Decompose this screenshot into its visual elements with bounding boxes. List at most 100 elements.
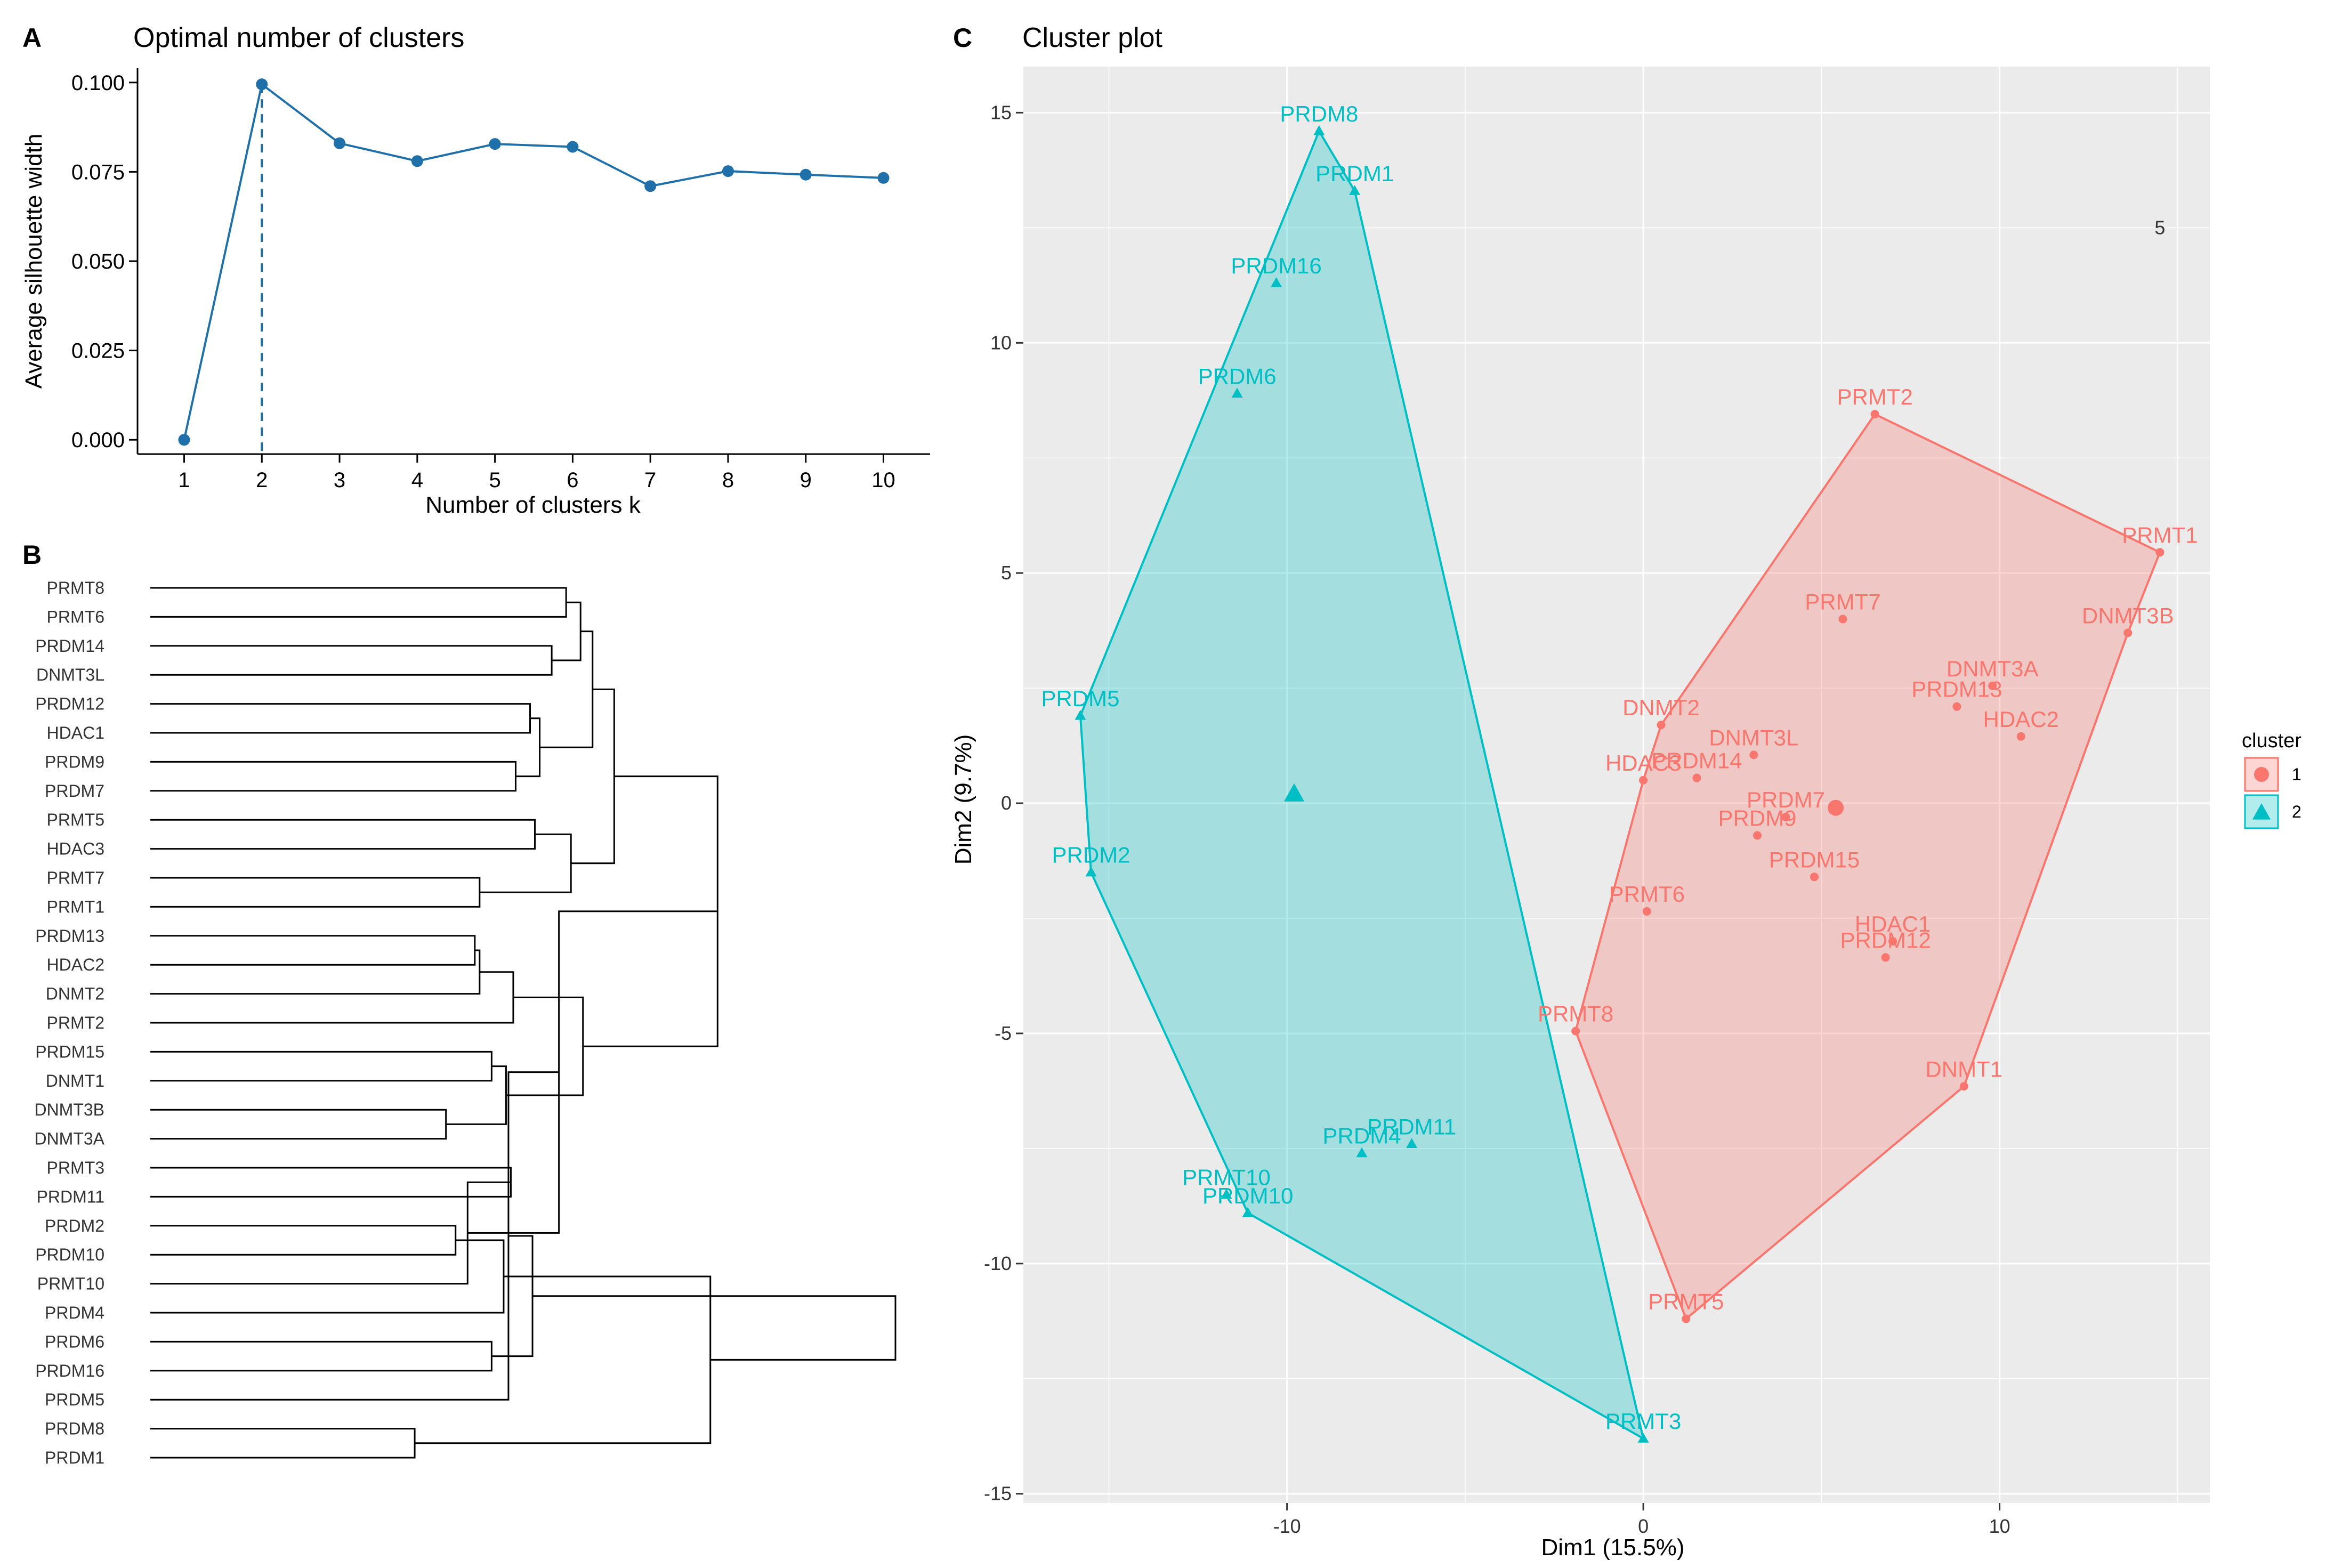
cluster-1-point-label: PRMT5 [1648, 1289, 1724, 1314]
cluster-1-point [1692, 773, 1701, 782]
cluster-2-point [1349, 185, 1361, 195]
dendrogram-branch [150, 761, 516, 792]
panel-a-x-tick-label: 7 [644, 468, 656, 492]
panel-a-x-tick-label: 2 [256, 468, 268, 492]
dendrogram-branch [415, 1275, 712, 1444]
dendrogram-leaf-label: DNMT3L [36, 665, 104, 684]
cluster-1-centroid [1828, 799, 1844, 816]
panel-c-y-tick-label: -5 [995, 1022, 1012, 1044]
dendrogram-leaf-label: PRMT7 [47, 868, 104, 887]
dendrogram-branch [150, 877, 481, 908]
panel-a-y-tick-label: 0.025 [71, 340, 125, 363]
dendrogram-leaf-label: PRDM9 [45, 752, 104, 771]
panel-a-x-tick-label: 10 [871, 468, 895, 492]
panel-a-data-point [256, 78, 268, 91]
cluster-2-point-label: PRDM11 [1367, 1114, 1456, 1139]
dendrogram-leaf-label: PRDM10 [35, 1245, 104, 1264]
panel-a-x-ticks: 1 2 3 4 5 6 7 8 9 10 [178, 454, 895, 492]
panel-c-y-axis-title: Dim2 (9.7%) [950, 734, 976, 865]
cluster-1-point-label: PRMT2 [1837, 384, 1912, 409]
dendrogram-branch [506, 996, 584, 1096]
cluster-1-point [1810, 872, 1819, 882]
panel-c: C Cluster plot PRMT2 PRMT1 PRMT7 DNMT3B DNMT… [950, 22, 2301, 1561]
dendrogram-leaf-label: HDAC3 [47, 839, 104, 859]
dendrogram-branch [150, 1340, 492, 1372]
dendrogram-leaf-label: PRDM13 [35, 926, 104, 945]
panel-c-y-ticks: -15 -10 -5 0 5 10 15 [984, 101, 1023, 1505]
cluster-1-point-label: DNMT3L [1709, 725, 1798, 750]
panel-c-legend: cluster 12 [2242, 730, 2301, 829]
panel-a-axes [136, 68, 930, 455]
cluster-1-point [1657, 721, 1666, 730]
panel-a-series-line [178, 78, 890, 454]
dendrogram-leaf-label: PRDM2 [45, 1216, 104, 1235]
dendrogram-branch [150, 1239, 505, 1314]
legend-entries: 12 [2244, 757, 2301, 829]
panel-c-cluster-hulls [1079, 130, 2161, 1440]
cluster-1-point [1870, 410, 1879, 419]
panel-a-data-point [567, 141, 579, 153]
cluster-1-point [2155, 548, 2165, 557]
panel-a-data-point [644, 180, 657, 192]
dendrogram-branch [515, 717, 541, 778]
cluster-1-point [1642, 907, 1651, 916]
cluster-2-point-label: PRDM1 [1315, 161, 1394, 186]
panel-c-y-tick-label: 5 [1001, 562, 1012, 584]
cluster-2-point [1085, 866, 1097, 877]
dendrogram-leaf-label: PRDM16 [35, 1361, 104, 1380]
cluster-1-point-label: PRDM15 [1769, 847, 1860, 872]
dendrogram-leaf-label: PRMT1 [47, 897, 104, 916]
cluster-2-point [1075, 709, 1086, 720]
panel-a-silhouette-line [183, 82, 884, 440]
panel-a-x-tick-label: 4 [411, 468, 423, 492]
panel-a-x-tick-label: 6 [567, 468, 578, 492]
dendrogram-branch [539, 631, 594, 748]
cluster-2-point-label: PRDM8 [1280, 101, 1358, 126]
panel-a-data-point [877, 172, 890, 184]
dendrogram-branch [532, 1295, 897, 1361]
panel-b: B PRMT8 PRMT6 PRDM14 DNMT3L PRDM12 HDAC1 PRDM9… [22, 540, 897, 1467]
dendrogram-branch [150, 1071, 559, 1401]
dendrogram-leaf-label: HDAC1 [47, 723, 104, 742]
panel-a-data-point [799, 168, 812, 181]
panel-c-y-tick-label: -15 [984, 1483, 1012, 1505]
panel-c-letter: C [953, 23, 972, 53]
cluster-1-point-label: DNMT1 [1925, 1056, 2002, 1081]
cluster-2-point-label: PRDM16 [1231, 253, 1321, 278]
cluster-2-point-label: PRDM4 [1323, 1124, 1401, 1149]
dendrogram-leaf-label: PRDM11 [37, 1187, 104, 1206]
dendrogram-branch [150, 1428, 416, 1459]
panel-a-x-axis-title: Number of clusters k [425, 492, 641, 518]
dendrogram-branch [150, 703, 531, 734]
panel-a-data-point [489, 138, 501, 150]
legend-key-triangle-icon [2252, 803, 2271, 820]
dendrogram-leaf-label: PRDM12 [35, 694, 104, 714]
panel-c-centroids [1284, 783, 1844, 816]
dendrogram-leaf-label: PRDM15 [35, 1042, 104, 1061]
legend-entry-label: 2 [2292, 802, 2301, 821]
cluster-1-point-label: PRMT8 [1538, 1001, 1613, 1027]
panel-c-x-tick-label: 10 [1989, 1515, 2010, 1537]
cluster-1-point [1881, 953, 1890, 962]
cluster-2-point-label: PRDM6 [1198, 363, 1277, 389]
cluster-1-point [1952, 702, 1961, 711]
cluster-2-point-label: PRMT3 [1605, 1409, 1681, 1434]
dendrogram-branch [150, 971, 514, 1024]
cluster-1-point-label: DNMT3A [1947, 656, 2039, 681]
dendrogram-leaf-label: PRMT10 [37, 1274, 104, 1294]
cluster-1-point [1749, 750, 1758, 759]
dendrogram-branch [491, 1235, 534, 1357]
cluster-1-point [1988, 681, 1997, 690]
dendrogram-branch [150, 645, 553, 676]
panel-c-y-tick-label: 15 [990, 101, 1012, 123]
cluster-1-point [1682, 1314, 1691, 1323]
legend-key-circle-icon [2254, 767, 2269, 782]
panel-c-x-axis-title: Dim1 (15.5%) [1541, 1534, 1685, 1561]
panel-a-x-tick-label: 5 [489, 468, 500, 492]
panel-c-title: Cluster plot [1022, 22, 1163, 53]
cluster-2-point-label: PRDM2 [1052, 843, 1130, 868]
dendrogram-leaf-label: DNMT3A [34, 1129, 104, 1149]
dendrogram-leaf-label: PRDM5 [45, 1390, 104, 1409]
panel-c-y-tick-label: -10 [984, 1252, 1012, 1274]
